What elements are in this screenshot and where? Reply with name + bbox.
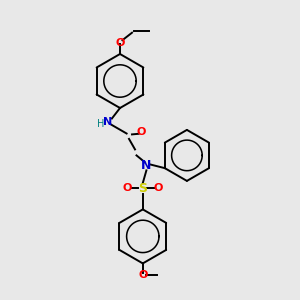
Text: O: O xyxy=(122,183,132,194)
Text: O: O xyxy=(138,270,148,280)
Text: O: O xyxy=(115,38,125,48)
Text: O: O xyxy=(137,127,146,137)
Text: S: S xyxy=(138,182,147,195)
Text: N: N xyxy=(141,159,152,172)
Text: H: H xyxy=(97,119,104,129)
Text: N: N xyxy=(103,116,112,127)
Text: O: O xyxy=(154,183,163,194)
